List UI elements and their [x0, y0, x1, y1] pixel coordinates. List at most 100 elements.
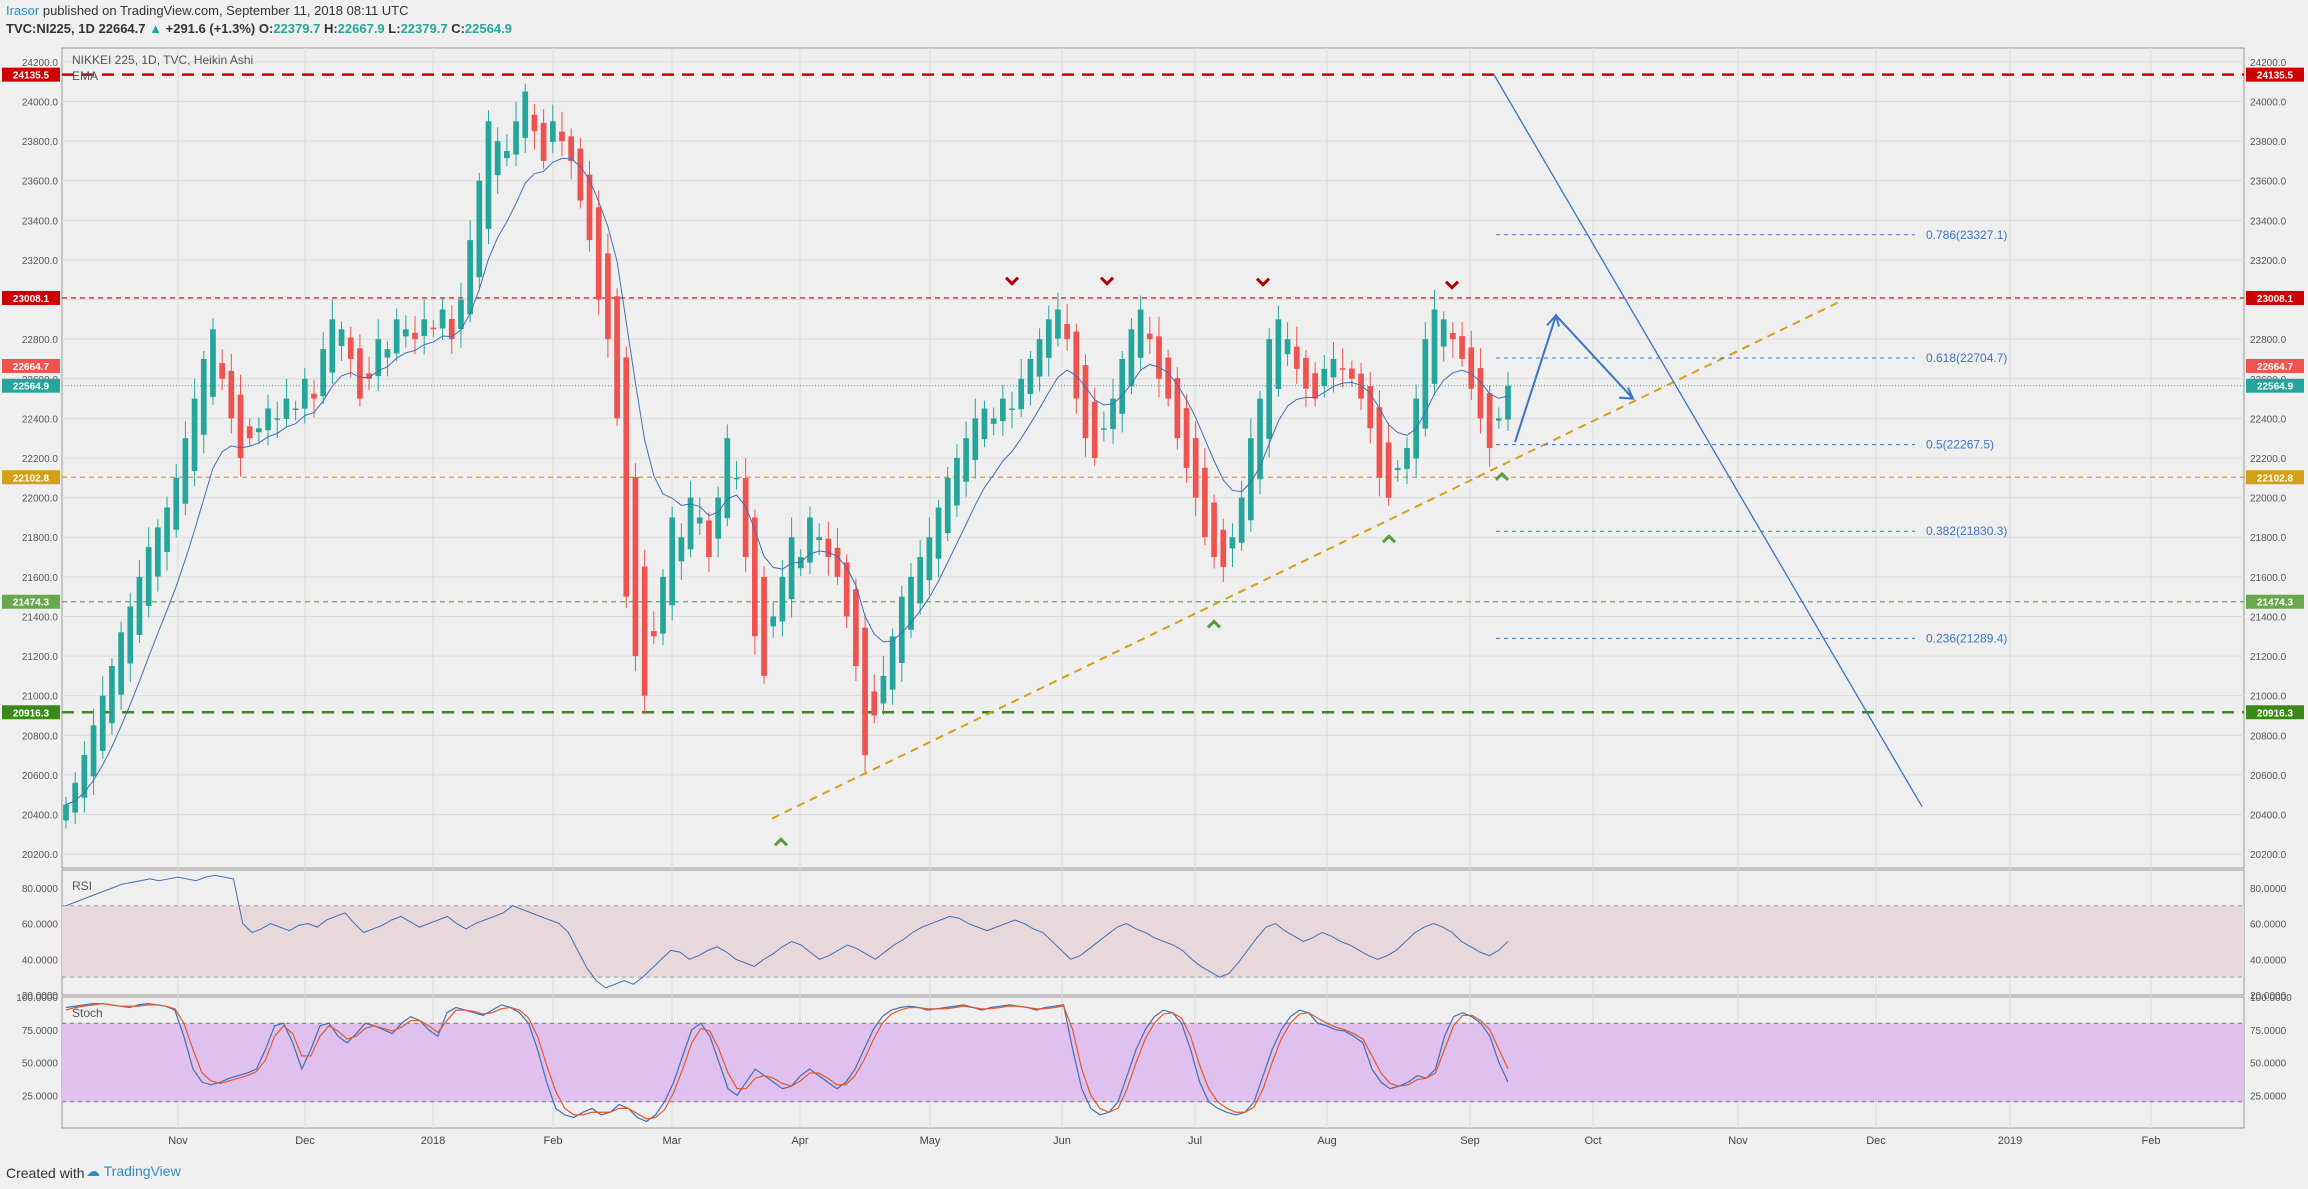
price-level-tag-right: [2246, 470, 2304, 485]
main-legend-title: NIKKEI 225, 1D, TVC, Heikin Ashi: [72, 53, 253, 67]
y-tick-label-right: 22800.0: [2250, 335, 2287, 346]
candle-body: [880, 675, 887, 704]
candle-body: [99, 695, 106, 751]
top-marker-icon: [1099, 276, 1115, 286]
candle-body: [1321, 368, 1328, 386]
candle-body: [357, 348, 363, 399]
candle-body: [182, 438, 189, 504]
low-value: 22379.7: [400, 21, 448, 36]
candle-body: [586, 174, 593, 241]
candle-body: [265, 408, 271, 431]
candle-body: [1110, 398, 1116, 430]
candle-body: [972, 418, 979, 460]
price-level-tag-left: [2, 594, 60, 609]
candle-body: [219, 363, 225, 379]
candle-body: [660, 576, 666, 634]
candle-body: [1174, 378, 1181, 439]
candle-body: [908, 576, 914, 630]
y-tick-label-right: 21000.0: [2250, 692, 2287, 703]
price-level-text-right: 22564.9: [2257, 382, 2294, 393]
candle-body: [1358, 373, 1364, 399]
stoch-tick-left: 75.0000: [22, 1026, 59, 1037]
x-tick-label: Feb: [2142, 1135, 2161, 1147]
candle-body: [1275, 319, 1282, 390]
candle-body: [1477, 368, 1484, 419]
candle-body: [825, 538, 832, 558]
candle-body: [246, 426, 253, 439]
candle-body: [1404, 448, 1410, 469]
forecast-arrowhead-up: [1546, 313, 1560, 327]
candle-body: [889, 636, 896, 690]
candle-body: [687, 497, 694, 550]
tradingview-logo[interactable]: ☁ TradingView: [86, 1163, 181, 1179]
candle-body: [595, 207, 602, 300]
candle-body: [761, 576, 767, 676]
y-tick-label-right: 23600.0: [2250, 177, 2287, 188]
y-tick-label-left: 23600.0: [22, 177, 59, 188]
price-level-tag-right: [2246, 290, 2304, 305]
candle-body: [779, 576, 786, 622]
forecast-arrowhead-down: [1618, 387, 1635, 400]
high-label: H:: [323, 21, 338, 36]
open-value: 22379.7: [273, 21, 321, 36]
x-tick-label: Dec: [1866, 1135, 1886, 1147]
candle-body: [63, 804, 69, 821]
candle-body: [917, 557, 924, 604]
chart-area[interactable]: 0.786(23327.1) 0.618(22704.7) 0.5(22267.5)…: [0, 40, 2308, 1158]
candle-body: [1367, 386, 1374, 429]
candle-body: [504, 150, 510, 159]
candle-body: [1045, 319, 1052, 358]
candle-body: [816, 537, 822, 541]
rsi-band: [62, 905, 2244, 978]
candle-body: [1238, 497, 1245, 543]
candle-body: [788, 537, 795, 600]
x-tick-label: Feb: [544, 1135, 563, 1147]
candle-body: [164, 507, 170, 552]
candle-body: [366, 373, 372, 379]
candle-body: [228, 370, 235, 419]
candle-body: [1101, 428, 1107, 430]
y-tick-label-left: 22200.0: [22, 454, 59, 465]
candle-body: [1376, 407, 1383, 478]
candle-body: [1394, 467, 1401, 471]
y-tick-label-left: 21400.0: [22, 612, 59, 623]
candle-body: [210, 329, 216, 397]
candle-body: [1330, 358, 1337, 378]
candle-body: [1505, 385, 1511, 420]
candle-body: [1220, 529, 1227, 567]
stoch-d-line: [65, 1002, 1509, 1120]
x-tick-label: Nov: [1728, 1135, 1748, 1147]
candle-body: [981, 408, 988, 440]
candle-body: [494, 141, 501, 176]
stoch-k-line: [65, 1002, 1509, 1123]
y-tick-label-left: 22800.0: [22, 335, 59, 346]
candle-body: [237, 394, 244, 458]
top-marker-icon: [1004, 276, 1020, 286]
last-price: 22664.7: [98, 21, 146, 36]
candle-body: [347, 337, 354, 359]
candle-body: [338, 329, 345, 346]
candle-body: [568, 136, 575, 161]
rsi-tick-right: 80.0000: [2250, 884, 2287, 895]
y-tick-label-left: 22000.0: [22, 494, 59, 505]
author-link[interactable]: Irasor: [6, 3, 40, 18]
fib-label: 0.382(21830.3): [1926, 524, 2007, 538]
stoch-tick-right: 25.0000: [2250, 1091, 2287, 1102]
price-level-text-left: 22564.9: [13, 382, 50, 393]
price-level-tag-left: [2, 470, 60, 485]
stoch-tick-right: 75.0000: [2250, 1026, 2287, 1037]
candle-body: [476, 180, 483, 278]
candle-body: [412, 332, 418, 340]
footer: Created with ☁ TradingView: [0, 1158, 2308, 1189]
candle-body: [513, 121, 519, 155]
trend-line: [771, 300, 1841, 820]
candle-body: [641, 566, 648, 696]
candle-body: [430, 327, 437, 330]
chart-header: Irasor published on TradingView.com, Sep…: [0, 0, 2308, 40]
candle-body: [1385, 442, 1392, 498]
price-level-text-right: 20916.3: [2257, 708, 2294, 719]
candle-body: [669, 517, 676, 606]
y-tick-label-left: 23400.0: [22, 216, 59, 227]
candle-body: [1073, 331, 1080, 399]
change-arrow: ▲: [149, 21, 162, 36]
